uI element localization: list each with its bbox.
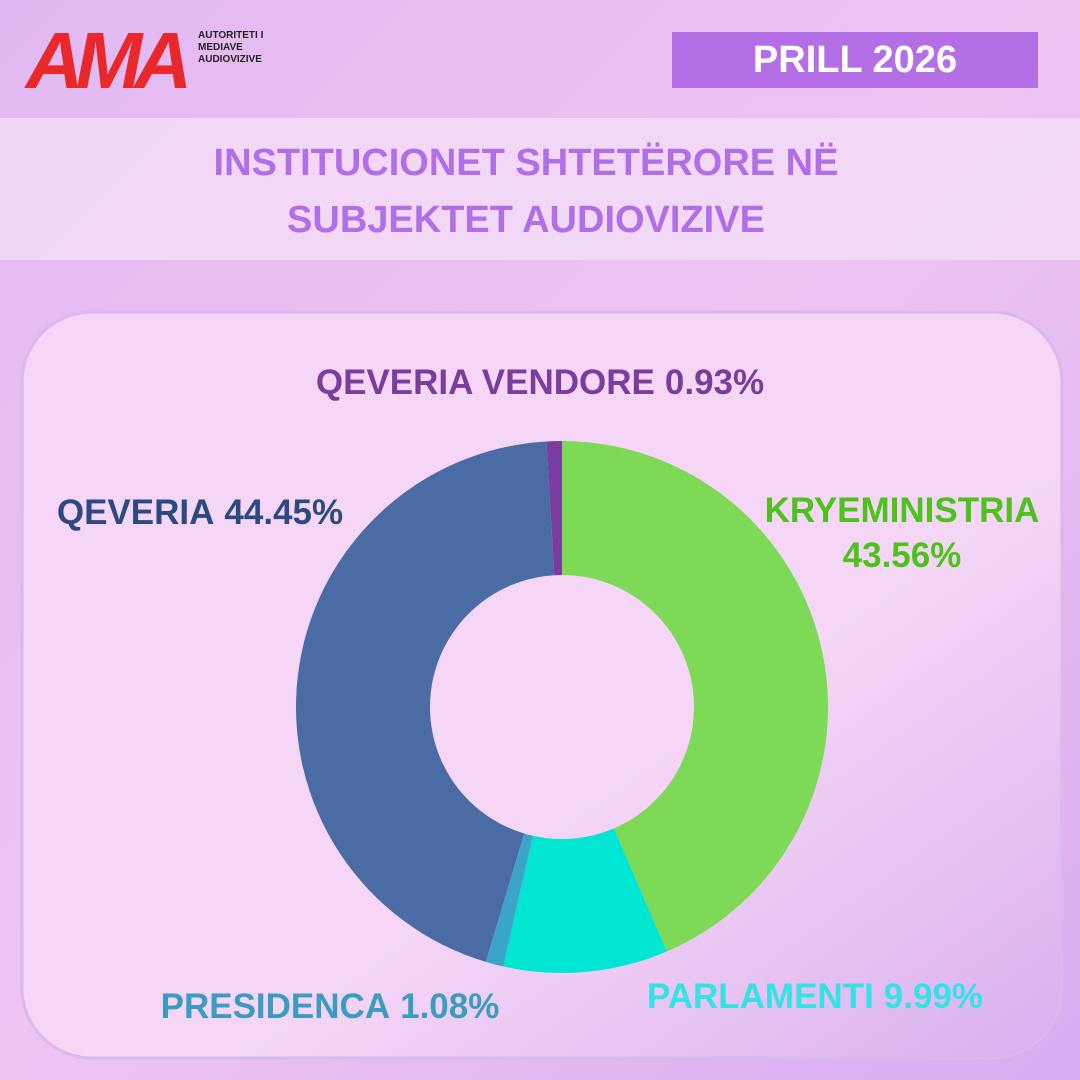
logo-text: AUDIOVIZIVE	[198, 54, 262, 65]
slice-label-group: QEVERIA VENDORE 0.93%	[316, 363, 764, 402]
logo-text: MEDIAVE	[198, 42, 243, 53]
donut-slice	[296, 441, 555, 962]
donut-slice	[546, 441, 562, 576]
slice-label: QEVERIA VENDORE	[316, 363, 655, 402]
donut-slice	[562, 441, 828, 952]
slice-label-group: QEVERIA 44.45%	[57, 493, 343, 532]
card	[20, 310, 1064, 1060]
slice-label: QEVERIA	[57, 493, 215, 532]
slice-value: 9.99%	[884, 977, 983, 1016]
slice-label-group: PRESIDENCA 1.08%	[161, 987, 500, 1026]
slice-value: 0.93%	[665, 363, 764, 402]
slice-label: KRYEMINISTRIA	[765, 491, 1040, 530]
chart-title: SUBJEKTET AUDIOVIZIVE	[287, 199, 765, 241]
slice-value: 43.56%	[843, 536, 962, 575]
donut-slice	[503, 828, 667, 973]
donut-slice	[485, 833, 533, 967]
slice-value: 1.08%	[400, 987, 499, 1026]
logo-mark: AMA	[24, 16, 186, 105]
date: PRILL 2026	[753, 39, 957, 81]
slice-label: PRESIDENCA	[161, 987, 390, 1026]
slice-value: 44.45%	[224, 493, 343, 532]
slice-label: PARLAMENTI	[647, 977, 874, 1016]
chart-title: INSTITUCIONET SHTETËRORE NË	[214, 141, 839, 184]
date-box	[672, 32, 1038, 88]
slice-label-group: PARLAMENTI 9.99%	[647, 977, 983, 1016]
logo-text: AUTORITETI I	[198, 30, 264, 41]
title-band	[0, 118, 1080, 260]
